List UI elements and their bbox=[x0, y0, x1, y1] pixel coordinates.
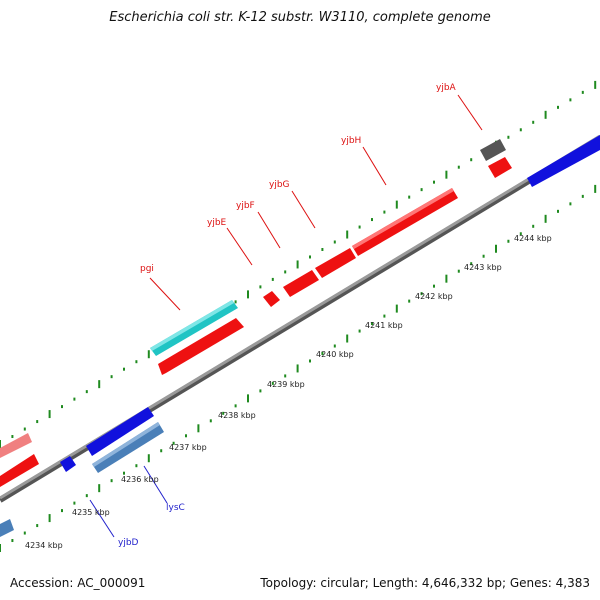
kbp-label: 4239 kbp bbox=[267, 380, 305, 389]
tick-rows bbox=[0, 80, 597, 552]
kbp-label: 4236 kbp bbox=[121, 475, 159, 484]
kbp-label: 4234 kbp bbox=[25, 541, 63, 550]
kbp-label: 4244 kbp bbox=[514, 234, 552, 243]
kbp-label: 4237 kbp bbox=[169, 443, 207, 452]
gene-box-blue-2[interactable] bbox=[60, 456, 76, 472]
gene-box-pink[interactable] bbox=[0, 433, 32, 458]
gene-leader-lines bbox=[89, 94, 483, 538]
kbp-label: 4238 kbp bbox=[218, 411, 256, 420]
gene-label-yjbG[interactable]: yjbG bbox=[269, 180, 290, 190]
gene-box-red-1[interactable] bbox=[158, 318, 244, 375]
kbp-label: 4243 kbp bbox=[464, 263, 502, 272]
kbp-label: 4235 kbp bbox=[72, 508, 110, 517]
gene-box-steel-left[interactable] bbox=[0, 519, 14, 537]
gene-yjbH-box[interactable] bbox=[352, 188, 458, 256]
gene-label-yjbF[interactable]: yjbF bbox=[236, 201, 255, 211]
gene-box-red-3[interactable] bbox=[488, 157, 512, 178]
kbp-label: 4240 kbp bbox=[316, 350, 354, 359]
gene-label-lysC[interactable]: lysC bbox=[166, 503, 185, 513]
gene-label-yjbE[interactable]: yjbE bbox=[207, 218, 227, 228]
genome-stats-text: Topology: circular; Length: 4,646,332 bp… bbox=[260, 576, 590, 590]
forward-strand-genes bbox=[0, 135, 600, 487]
gene-label-yjbH[interactable]: yjbH bbox=[341, 136, 361, 146]
map-title: Escherichia coli str. K-12 substr. W3110… bbox=[109, 10, 491, 25]
position-labels: 4234 kbp 4235 kbp 4236 kbp 4237 kbp 4238… bbox=[25, 234, 552, 550]
reverse-strand-genes bbox=[0, 407, 164, 537]
gene-labels: pgi yjbE yjbF yjbG yjbH yjbA lysC yjbD bbox=[118, 83, 457, 548]
kbp-label: 4241 kbp bbox=[365, 321, 403, 330]
accession-text: Accession: AC_000091 bbox=[10, 576, 146, 590]
gene-box-blue-top[interactable] bbox=[527, 135, 600, 187]
gene-label-yjbD[interactable]: yjbD bbox=[118, 538, 139, 548]
gene-lysC-box[interactable] bbox=[92, 422, 164, 473]
gene-box-red-left[interactable] bbox=[0, 454, 39, 487]
gene-pgi-box[interactable] bbox=[150, 300, 238, 356]
gene-label-pgi[interactable]: pgi bbox=[140, 264, 154, 274]
gene-yjbE-box[interactable] bbox=[283, 270, 319, 297]
gene-yjbG-box[interactable] bbox=[315, 248, 356, 278]
gene-box-red-2[interactable] bbox=[263, 291, 280, 307]
gene-box-blue-1[interactable] bbox=[86, 407, 154, 456]
kbp-label: 4242 kbp bbox=[415, 292, 453, 301]
gene-yjbA-box[interactable] bbox=[480, 139, 506, 161]
gene-label-yjbA[interactable]: yjbA bbox=[436, 83, 457, 93]
